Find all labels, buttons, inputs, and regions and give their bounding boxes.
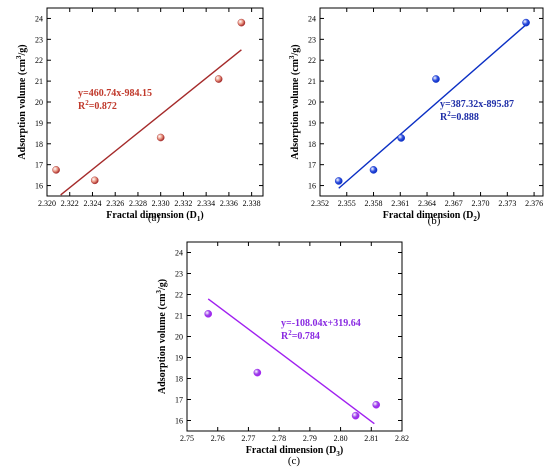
x-tick-label: 2.352 [311,199,329,208]
data-point [372,400,381,409]
x-tick-label: 2.326 [106,199,124,208]
y-tick-label: 17 [308,161,316,170]
y-tick-label: 24 [175,249,183,258]
fit-equation: y=-108.04x+319.64 [281,318,361,329]
y-tick-label: 16 [308,182,316,191]
x-tick-label: 2.367 [445,199,463,208]
x-tick-label: 2.376 [525,199,543,208]
r-squared: R2=0.888 [440,110,479,123]
data-point [522,18,530,27]
y-axis-label: Adsorption volume (cm3/g) [15,44,28,159]
y-tick-label: 21 [308,77,316,86]
y-tick-label: 18 [308,140,316,149]
x-tick-label: 2.364 [418,199,436,208]
panel-label: (c) [288,455,301,467]
x-tick-label: 2.81 [364,434,378,443]
r-squared: R2=0.784 [281,329,320,342]
y-axis-label: Adsorption volume (cm3/g) [155,279,168,394]
y-tick-label: 19 [308,119,316,128]
fit-equation: y=460.74x-984.15 [78,88,152,99]
data-point [237,18,246,27]
x-tick-label: 2.332 [174,199,192,208]
y-tick-label: 18 [175,375,183,384]
x-tick-label: 2.75 [180,434,194,443]
y-tick-label: 21 [35,77,43,86]
data-point [334,177,343,185]
chart-panel-0: 2.320 2.322 2.324 2.326 2.328 2.330 2.332 2.334… [15,7,264,224]
x-tick-label: 2.76 [211,434,225,443]
y-tick-label: 24 [35,14,43,23]
y-tick-label: 16 [35,182,43,191]
y-tick-label: 20 [35,98,43,107]
y-tick-label: 16 [175,417,183,426]
y-tick-label: 23 [175,270,183,279]
data-point [52,166,60,174]
x-axis-label: Fractal dimension (D1) [106,210,203,223]
data-point [432,75,440,83]
x-tick-label: 2.373 [498,199,516,208]
chart-panel-2: 2.75 2.76 2.77 2.78 2.79 2.80 2.81 2.82 16 17 18 19… [155,241,409,467]
y-tick-label: 18 [35,140,43,149]
y-tick-label: 22 [308,56,316,65]
data-point [369,166,378,174]
data-point [397,134,405,142]
x-tick-label: 2.336 [220,199,238,208]
x-tick-label: 2.334 [197,199,215,208]
x-tick-label: 2.79 [303,434,317,443]
y-tick-label: 22 [35,56,43,65]
fit-line [207,298,375,425]
x-tick-label: 2.80 [334,434,348,443]
r-squared: R2=0.872 [78,99,117,112]
y-tick-label: 23 [35,35,43,44]
y-tick-label: 24 [308,14,316,23]
x-tick-label: 2.361 [391,199,409,208]
panel-label: (a) [148,212,161,224]
chart-panel-1: 2.352 2.355 2.358 2.361 2.364 2.367 2.370 2.373… [288,7,544,227]
x-axis-label: Fractal dimension (D2) [383,210,480,223]
fit-line [338,24,527,189]
y-tick-label: 17 [175,396,183,405]
data-point [90,176,99,185]
data-point [214,75,223,83]
y-tick-label: 21 [175,312,183,321]
x-tick-label: 2.78 [272,434,286,443]
x-tick-label: 2.338 [243,199,261,208]
data-point [351,411,360,420]
x-tick-label: 2.82 [395,434,409,443]
y-tick-label: 20 [175,333,183,342]
x-tick-label: 2.328 [129,199,147,208]
x-tick-label: 2.322 [61,199,79,208]
y-tick-label: 22 [175,291,183,300]
y-tick-label: 19 [35,119,43,128]
y-tick-label: 17 [35,161,43,170]
data-point [156,133,165,142]
x-tick-label: 2.324 [83,199,101,208]
x-tick-label: 2.358 [365,199,383,208]
x-axis-label: Fractal dimension (D3) [246,445,343,458]
y-tick-label: 19 [175,354,183,363]
x-tick-label: 2.330 [152,199,170,208]
y-tick-label: 20 [308,98,316,107]
fit-equation: y=387.32x-895.87 [440,99,514,110]
y-axis-label: Adsorption volume (cm3/g) [288,44,301,159]
data-point [253,368,262,377]
panel-label: (b) [428,215,441,227]
data-point [204,310,212,318]
x-tick-label: 2.370 [472,199,490,208]
x-tick-label: 2.77 [241,434,255,443]
fit-line [60,49,242,196]
y-tick-label: 23 [308,35,316,44]
x-tick-label: 2.320 [38,199,56,208]
x-tick-label: 2.355 [338,199,356,208]
